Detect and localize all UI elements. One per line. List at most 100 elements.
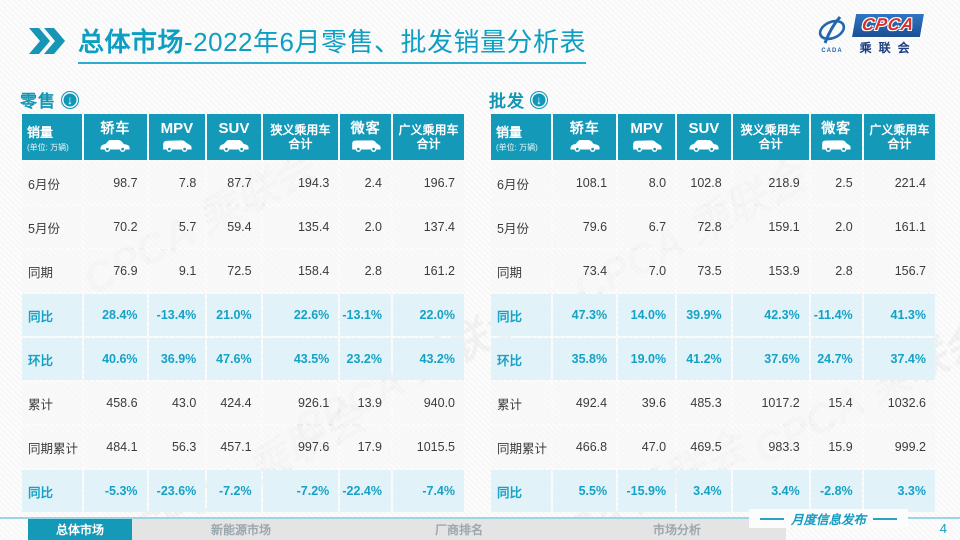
row-label: 同比 [22,470,83,512]
data-cell: 2.5 [810,162,862,204]
data-cell: 40.6% [84,338,147,380]
data-cell: -7.2% [207,470,261,512]
row-label: 5月份 [491,206,552,248]
data-cell: 7.0 [618,250,676,292]
data-cell: 457.1 [207,426,261,468]
row-label: 累计 [491,382,552,424]
sedan-icon [569,138,601,153]
footer-tab-2[interactable]: 新能源市场 [210,523,271,537]
table-row: 累计 458.6 43.0 424.4 926.1 13.9 940.0 [22,382,464,424]
wholesale-section-title: 批发 [489,92,525,111]
data-cell: 72.5 [207,250,261,292]
data-cell: 23.2% [340,338,391,380]
footer-tab-4[interactable]: 市场分析 [652,523,701,537]
column-header: SUV [207,114,261,160]
footer-tab-bar: 总体市场 新能源市场 厂商排名 市场分析 [28,519,786,540]
data-cell: 79.6 [553,206,617,248]
page-number: 4 [939,521,947,536]
data-cell: 1017.2 [732,382,809,424]
table-row: 同比 28.4% -13.4% 21.0% 22.6% -13.1% 22.0% [22,294,464,336]
column-header-label: 轿车 [100,120,131,137]
slide-header: 总体市场-2022年6月零售、批发销量分析表 [28,22,586,64]
data-cell: 3.3% [863,470,935,512]
table-row: 同期累计 466.8 47.0 469.5 983.3 15.9 999.2 [491,426,935,468]
column-header: MPV [618,114,676,160]
table-row: 累计 492.4 39.6 485.3 1017.2 15.4 1032.6 [491,382,935,424]
footer-tab-1[interactable]: 总体市场 [28,519,132,540]
column-header-label: SUV [218,119,250,137]
row-label: 同比 [491,470,552,512]
data-cell: 424.4 [207,382,261,424]
row-label: 同期 [491,250,552,292]
data-cell: 37.4% [863,338,935,380]
data-cell: 22.0% [393,294,464,336]
wholesale-section-label: 批发 ↓ [489,87,548,112]
data-cell: 7.8 [148,162,206,204]
data-cell: -22.4% [340,470,391,512]
column-header-label: 微客 [350,120,381,137]
data-cell: 73.5 [677,250,731,292]
double-chevron-icon [28,27,68,60]
row-label: 环比 [491,338,552,380]
sales-header-cell: 销量 (单位: 万辆) [491,114,552,160]
column-header: 轿车 [553,114,617,160]
table-row: 环比 35.8% 19.0% 41.2% 37.6% 24.7% 37.4% [491,338,935,380]
data-cell: 484.1 [84,426,147,468]
data-cell: 1015.5 [393,426,464,468]
sales-unit: (单位: 万辆) [496,142,538,152]
row-label: 环比 [22,338,83,380]
sales-label: 销量 [27,124,54,140]
cpca-logo-text: CPCA 乘联会 [850,12,926,56]
table-row: 环比 40.6% 36.9% 47.6% 43.5% 23.2% 43.2% [22,338,464,380]
row-label: 同比 [491,294,552,336]
data-cell: 17.9 [340,426,391,468]
data-cell: 458.6 [84,382,147,424]
data-cell: 70.2 [84,206,147,248]
data-cell: 485.3 [677,382,731,424]
row-label: 6月份 [491,162,552,204]
row-label: 同比 [22,294,83,336]
data-cell: 76.9 [84,250,147,292]
column-header-label: MPV [630,119,663,137]
column-header: 狭义乘用车合计 [732,114,809,160]
footer-divider-line [0,517,960,519]
data-cell: 3.4% [732,470,809,512]
data-cell: 997.6 [262,426,339,468]
data-cell: 940.0 [393,382,464,424]
sales-label: 销量 [496,124,523,140]
sales-header-cell: 销量 (单位: 万辆) [22,114,83,160]
page-title: 总体市场-2022年6月零售、批发销量分析表 [78,22,586,64]
data-cell: 2.8 [340,250,391,292]
data-cell: 194.3 [262,162,339,204]
column-header-label: 广义乘用车合计 [869,122,930,151]
data-cell: -23.6% [148,470,206,512]
data-cell: 47.6% [207,338,261,380]
page-title-bold: 总体市场 [78,27,185,57]
table-row: 同比 5.5% -15.9% 3.4% 3.4% -2.8% 3.3% [491,470,935,512]
data-cell: 39.9% [677,294,731,336]
data-cell: 218.9 [732,162,809,204]
column-header-label: MPV [160,119,194,137]
data-cell: -13.4% [148,294,206,336]
data-cell: -7.4% [393,470,464,512]
cpca-chinese-name: 乘联会 [859,40,917,55]
data-cell: 42.3% [732,294,809,336]
data-cell: 43.5% [262,338,339,380]
data-cell: 43.2% [393,338,464,380]
footer-tab-3[interactable]: 厂商排名 [434,523,483,537]
data-cell: 108.1 [553,162,617,204]
data-cell: 35.8% [553,338,617,380]
data-cell: 22.6% [262,294,339,336]
retail-header-row: 销量 (单位: 万辆) 轿车 MPV SUV 狭义乘用车合计 微客 广义乘用车合计 [22,114,464,160]
column-header: SUV [677,114,731,160]
column-header: 广义乘用车合计 [863,114,935,160]
column-header: 广义乘用车合计 [393,114,464,160]
table-row: 同期累计 484.1 56.3 457.1 997.6 17.9 1015.5 [22,426,464,468]
data-cell: 36.9% [148,338,206,380]
data-cell: 41.3% [863,294,935,336]
data-cell: -13.1% [340,294,391,336]
cpca-swoosh-icon: CADA [814,15,850,54]
sedan-icon [99,138,131,153]
data-cell: 13.9 [340,382,391,424]
row-label: 同期累计 [491,426,552,468]
